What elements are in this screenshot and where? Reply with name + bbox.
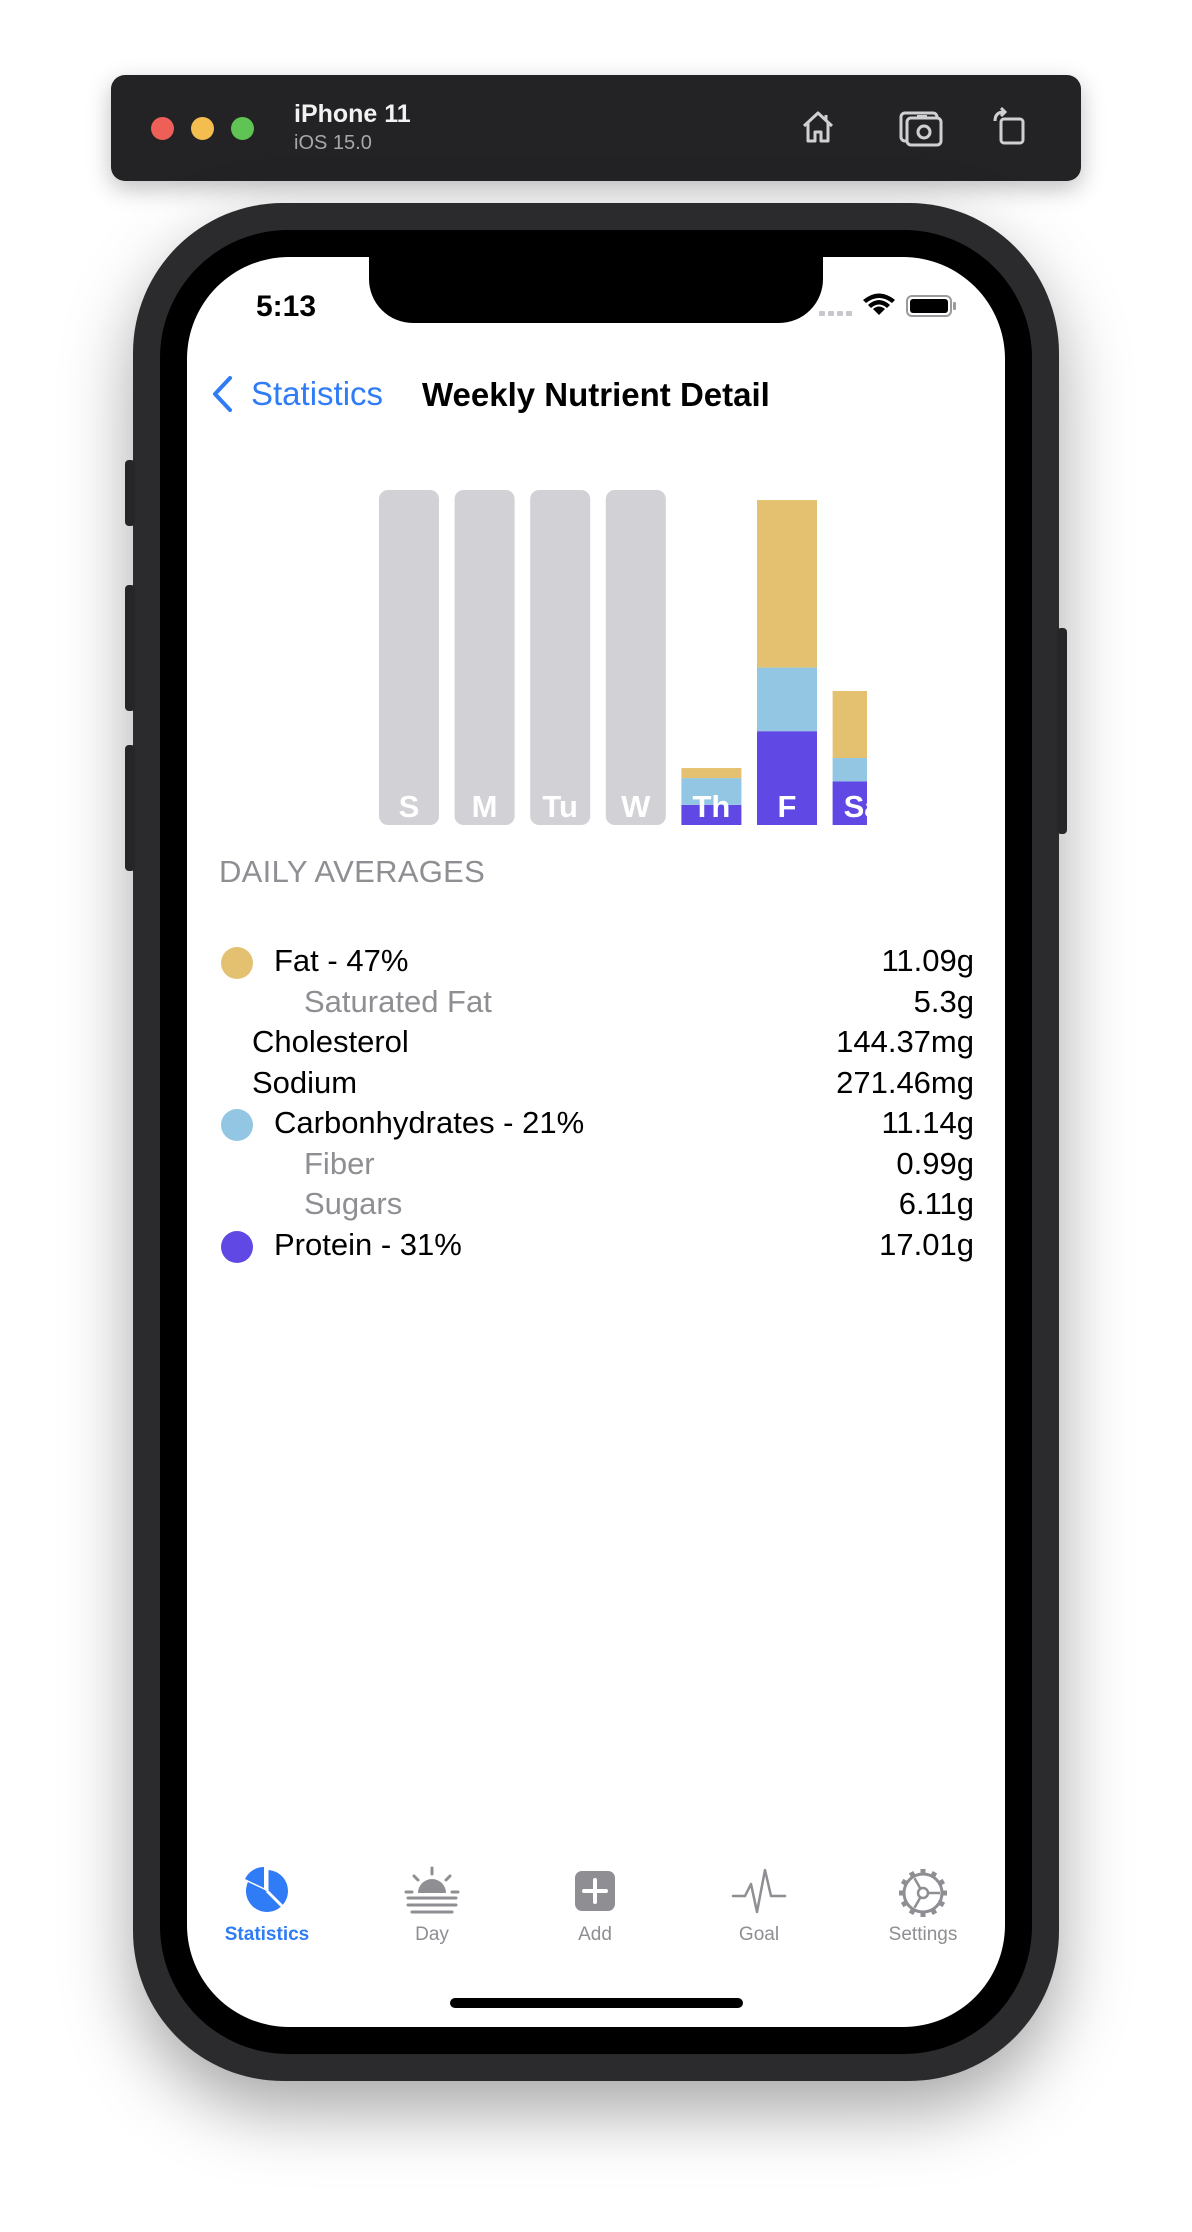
nutrient-row: Sugars 6.11g (219, 1186, 974, 1227)
back-button[interactable]: Statistics (211, 374, 383, 414)
bar-empty-m (454, 490, 515, 825)
bar-segment-carbohydrates-th (681, 778, 742, 805)
wifi-icon (863, 293, 895, 315)
close-window-button[interactable] (151, 117, 174, 140)
bar-empty-w (605, 490, 666, 825)
tab-label: Settings (888, 1924, 958, 1945)
nutrient-row: Sodium 271.46mg (219, 1065, 974, 1106)
day-label-s: S (399, 789, 420, 824)
minimize-window-button[interactable] (191, 117, 214, 140)
bar-segment-fat-th (681, 768, 742, 779)
nutrient-label: Protein - 31% (274, 1226, 462, 1262)
phone-screen: 5:13 Statistics Weekly Nutrient Detail S… (187, 257, 1005, 2027)
nutrient-row: Carbonhydrates - 21% 11.14g (219, 1105, 974, 1146)
nutrient-label: Cholesterol (252, 1024, 409, 1059)
tab-label: Add (578, 1924, 612, 1945)
nutrient-value: 144.37mg (836, 1024, 974, 1059)
notch (369, 257, 823, 323)
plus-square-icon (530, 1866, 660, 1918)
weekly-nutrient-chart: S M Tu W Th F Sa (379, 490, 867, 825)
cellular-signal-icon (819, 311, 852, 316)
bar-segment-protein-th (681, 804, 742, 825)
gear-icon (858, 1866, 988, 1918)
nutrient-value: 6.11g (898, 1186, 974, 1221)
tab-add[interactable]: Add (530, 1866, 660, 1966)
nutrient-value: 11.14g (881, 1105, 974, 1140)
nutrient-row: Saturated Fat 5.3g (219, 984, 974, 1025)
nutrient-label: Carbonhydrates - 21% (274, 1105, 585, 1140)
waveform-icon (694, 1866, 824, 1918)
device-name: iPhone 11 (294, 100, 411, 128)
power-button (1057, 628, 1067, 834)
bar-segment-fat-f (757, 500, 817, 668)
volume-up-button (125, 585, 135, 711)
sunrise-icon (367, 1866, 497, 1918)
nutrient-row: Fat - 47% 11.09g (219, 943, 974, 984)
simulator-toolbar: iPhone 11 iOS 15.0 (111, 75, 1081, 181)
nutrient-label: Saturated Fat (304, 983, 492, 1019)
day-label-m: M (472, 789, 498, 824)
tab-settings[interactable]: Settings (858, 1866, 988, 1966)
bar-segment-protein-sa (832, 781, 867, 825)
battery-icon (906, 295, 956, 317)
os-version: iOS 15.0 (294, 132, 372, 154)
tab-day[interactable]: Day (367, 1866, 497, 1966)
tab-statistics[interactable]: Statistics (202, 1866, 332, 1966)
day-label-sa: Sa (844, 789, 867, 824)
nutrient-value: 11.09g (881, 943, 974, 978)
zoom-window-button[interactable] (231, 117, 254, 140)
fat-legend-dot (221, 947, 253, 979)
carbs-legend-dot (221, 1109, 253, 1141)
nutrient-row: Cholesterol 144.37mg (219, 1024, 974, 1065)
day-label-f: F (778, 789, 797, 824)
tab-bar: Statistics Day Add Goal Settings (187, 1866, 1005, 1986)
bar-segment-carbohydrates-sa (832, 758, 867, 782)
daily-averages-list: Fat - 47% 11.09g Saturated Fat 5.3g Choleste… (219, 943, 974, 1267)
bar-segment-carbohydrates-f (757, 667, 817, 732)
page-title: Weekly Nutrient Detail (422, 376, 770, 413)
protein-legend-dot (221, 1230, 253, 1263)
pie-chart-icon (202, 1866, 332, 1918)
status-time: 5:13 (256, 290, 317, 323)
nutrient-label: Fiber (304, 1145, 375, 1181)
nutrient-value: 5.3g (913, 983, 974, 1019)
home-indicator[interactable] (450, 1998, 743, 2008)
nutrient-value: 0.99g (896, 1145, 974, 1181)
bar-segment-protein-f (757, 731, 817, 825)
nutrient-value: 17.01g (879, 1226, 974, 1262)
mute-switch (125, 460, 135, 526)
home-icon[interactable] (796, 105, 840, 149)
day-label-th: Th (692, 789, 730, 824)
bar-empty-s (379, 490, 439, 825)
tab-goal[interactable]: Goal (694, 1866, 824, 1966)
screenshot-icon[interactable] (897, 105, 943, 149)
tab-label: Statistics (224, 1924, 310, 1945)
status-icons (819, 293, 969, 317)
day-label-tu: Tu (542, 789, 578, 824)
daily-averages-header: DAILY AVERAGES (219, 854, 486, 889)
day-label-w: W (621, 789, 651, 824)
back-label: Statistics (251, 375, 384, 412)
nutrient-row: Fiber 0.99g (219, 1146, 974, 1187)
bar-empty-tu (530, 490, 591, 825)
chevron-left-icon (213, 376, 232, 412)
nutrient-label: Sugars (304, 1186, 403, 1221)
nutrient-label: Fat - 47% (274, 943, 409, 978)
tab-label: Day (415, 1924, 449, 1945)
nutrient-label: Sodium (252, 1064, 358, 1100)
tab-label: Goal (738, 1924, 780, 1945)
bar-segment-fat-sa (832, 691, 867, 758)
volume-down-button (125, 745, 135, 871)
nutrient-row: Protein - 31% 17.01g (219, 1227, 974, 1268)
rotate-icon[interactable] (987, 105, 1031, 149)
nutrient-value: 271.46mg (836, 1064, 974, 1100)
